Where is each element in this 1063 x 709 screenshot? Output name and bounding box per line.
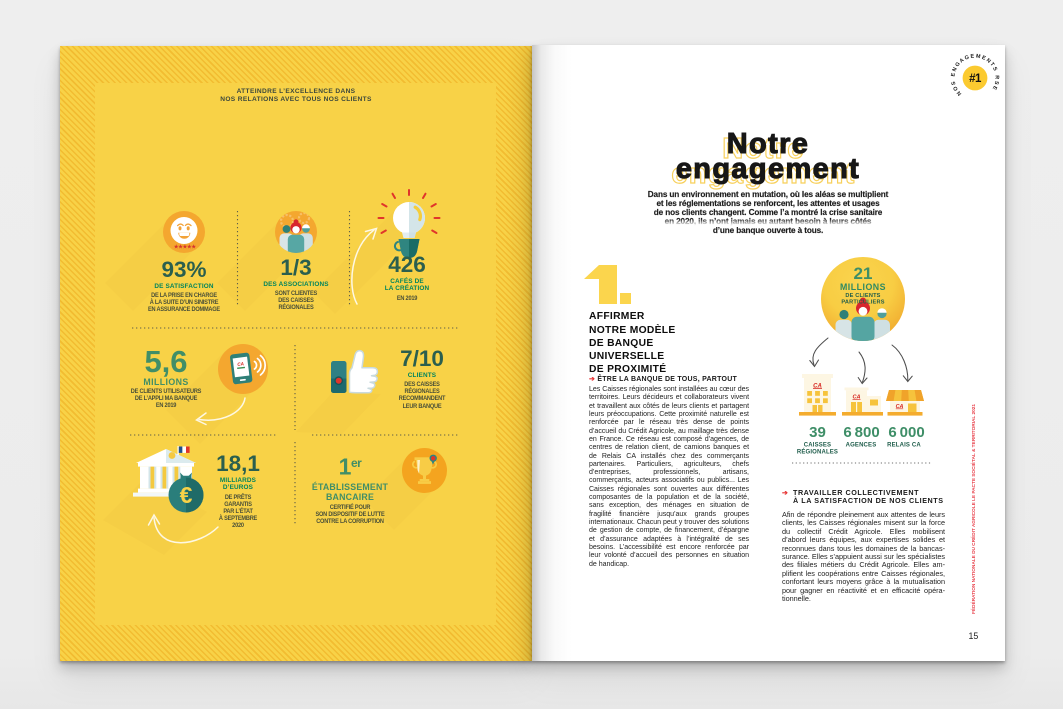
- svg-text:AGENCES: AGENCES: [846, 443, 877, 449]
- svg-text:★★★★★: ★★★★★: [173, 244, 196, 251]
- svg-text:RÉGIONALES: RÉGIONALES: [797, 448, 838, 456]
- svg-text:39: 39: [809, 424, 826, 441]
- svg-text:CA: CA: [896, 404, 904, 410]
- svg-text:DE CLIENTS: DE CLIENTS: [845, 293, 880, 299]
- svg-text:CA: CA: [237, 361, 244, 367]
- svg-text:#1: #1: [969, 73, 982, 85]
- svg-text:CA: CA: [852, 395, 860, 401]
- svg-text:21: 21: [854, 264, 873, 283]
- svg-text:CA: CA: [813, 384, 822, 390]
- svg-text:PARTICULIERS: PARTICULIERS: [841, 300, 884, 306]
- svg-text:RELAIS CA: RELAIS CA: [887, 443, 921, 449]
- svg-text:€: €: [180, 482, 193, 508]
- svg-text:6 000: 6 000: [888, 424, 924, 441]
- svg-text:MILLIONS: MILLIONS: [840, 282, 886, 292]
- svg-text:6 800: 6 800: [843, 424, 879, 441]
- svg-text:CAISSES: CAISSES: [804, 443, 831, 449]
